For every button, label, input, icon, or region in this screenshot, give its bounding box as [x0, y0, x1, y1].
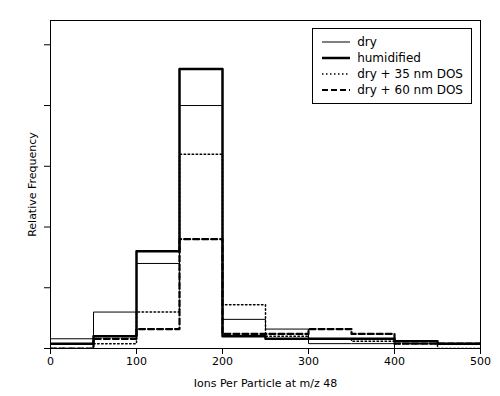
svg-text:400: 400	[384, 355, 405, 368]
html-text:dry + 35 nm DOS: dry + 35 nm DOS	[357, 67, 463, 81]
svg-text:300: 300	[298, 355, 319, 368]
svg-text:Ions Per Particle at m/z 48: Ions Per Particle at m/z 48	[194, 377, 338, 390]
svg-text:0: 0	[47, 355, 54, 368]
html-text:dry: dry	[357, 35, 377, 49]
svg-text:200: 200	[212, 355, 233, 368]
html-text:humidified: humidified	[357, 51, 421, 65]
svg-text:500: 500	[470, 355, 491, 368]
svg-text:100: 100	[126, 355, 147, 368]
svg-text:Relative Frequency: Relative Frequency	[26, 132, 39, 237]
html-text:dry + 60 nm DOS: dry + 60 nm DOS	[357, 83, 463, 97]
